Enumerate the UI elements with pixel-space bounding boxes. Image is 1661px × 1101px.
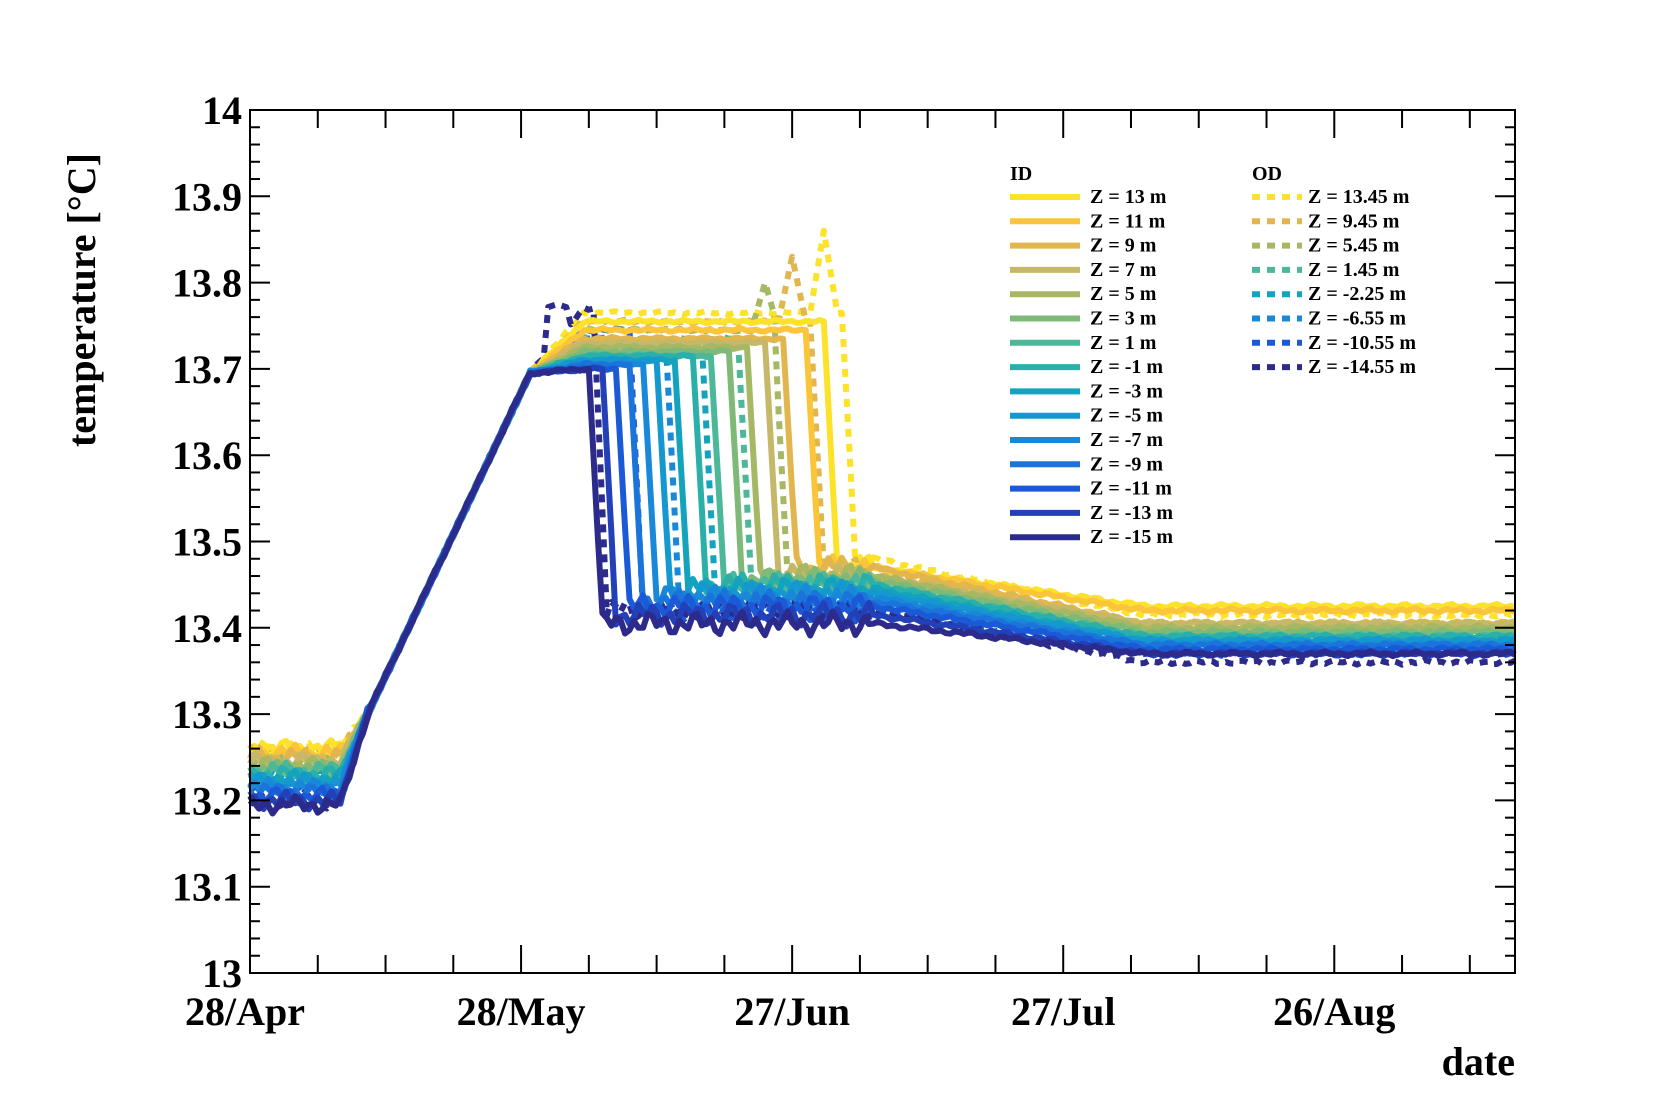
legend-label: Z = -13 m [1090, 502, 1173, 524]
legend-label: Z = -14.55 m [1308, 356, 1416, 378]
series-line [247, 325, 1517, 765]
legend-title-id: ID [1010, 163, 1032, 185]
x-tick-label: 28/Apr [185, 989, 305, 1034]
legend-label: Z = 5 m [1090, 283, 1157, 305]
legend-label: Z = 3 m [1090, 308, 1157, 330]
legend-label: Z = -7 m [1090, 429, 1163, 451]
legend-label: Z = -10.55 m [1308, 332, 1416, 354]
series-line [247, 365, 1517, 817]
y-tick-label: 13.4 [172, 606, 242, 651]
y-tick-label: 13.1 [172, 865, 242, 910]
legend-label: Z = 9.45 m [1308, 210, 1400, 232]
legend-label: Z = -5 m [1090, 405, 1163, 427]
legend-label: Z = 1.45 m [1308, 259, 1400, 281]
tick-labels: 13 13.1 13.2 13.3 13.4 13.5 13.6 13.7 13.8 13.9 14… [172, 88, 1395, 1034]
legend-label: Z = 5.45 m [1308, 235, 1400, 257]
x-tick-label: 27/Jul [1011, 989, 1115, 1034]
legend-label: Z = 11 m [1090, 210, 1166, 232]
series-line [247, 360, 1516, 802]
y-tick-label: 14 [202, 88, 242, 133]
y-tick-label: 13 [202, 951, 242, 996]
x-tick-label: 26/Aug [1273, 989, 1395, 1034]
legend-label: Z = -11 m [1090, 478, 1172, 500]
y-tick-label: 13.8 [172, 261, 242, 306]
series-line [249, 334, 1516, 768]
y-tick-label: 13.5 [172, 520, 242, 565]
y-tick-label: 13.7 [172, 347, 242, 392]
y-axis-title: temperature [°C] [59, 153, 104, 447]
legend-label: Z = -9 m [1090, 453, 1163, 475]
legend-label: Z = 9 m [1090, 235, 1157, 257]
axis-ticks [249, 109, 1515, 974]
y-tick-label: 13.6 [172, 433, 242, 478]
y-tick-label: 13.2 [172, 778, 242, 823]
legend-label: Z = -2.25 m [1308, 283, 1406, 305]
series-line [248, 316, 1516, 760]
legend-label: Z = -1 m [1090, 356, 1163, 378]
x-axis-title: date [1442, 1039, 1515, 1084]
legend-label: Z = -15 m [1090, 526, 1173, 548]
legend-label: Z = 13.45 m [1308, 186, 1410, 208]
y-tick-label: 13.3 [172, 692, 242, 737]
legend: ID OD Z = 13 mZ = 11 mZ = 9 mZ = 7 mZ = … [1010, 163, 1416, 548]
legend-label: Z = 7 m [1090, 259, 1157, 281]
x-tick-label: 28/May [457, 989, 586, 1034]
y-tick-label: 13.9 [172, 174, 242, 219]
legend-label: Z = 13 m [1090, 186, 1167, 208]
legend-label: Z = -3 m [1090, 380, 1163, 402]
legend-items: Z = 13 mZ = 11 m Z = 9 mZ = 7 mZ = 5 m Z =… [1010, 186, 1416, 548]
legend-label: Z = -6.55 m [1308, 308, 1406, 330]
legend-title-od: OD [1252, 163, 1282, 185]
legend-label: Z = 1 m [1090, 332, 1157, 354]
x-tick-label: 27/Jun [734, 989, 850, 1034]
series-layer [247, 227, 1517, 817]
